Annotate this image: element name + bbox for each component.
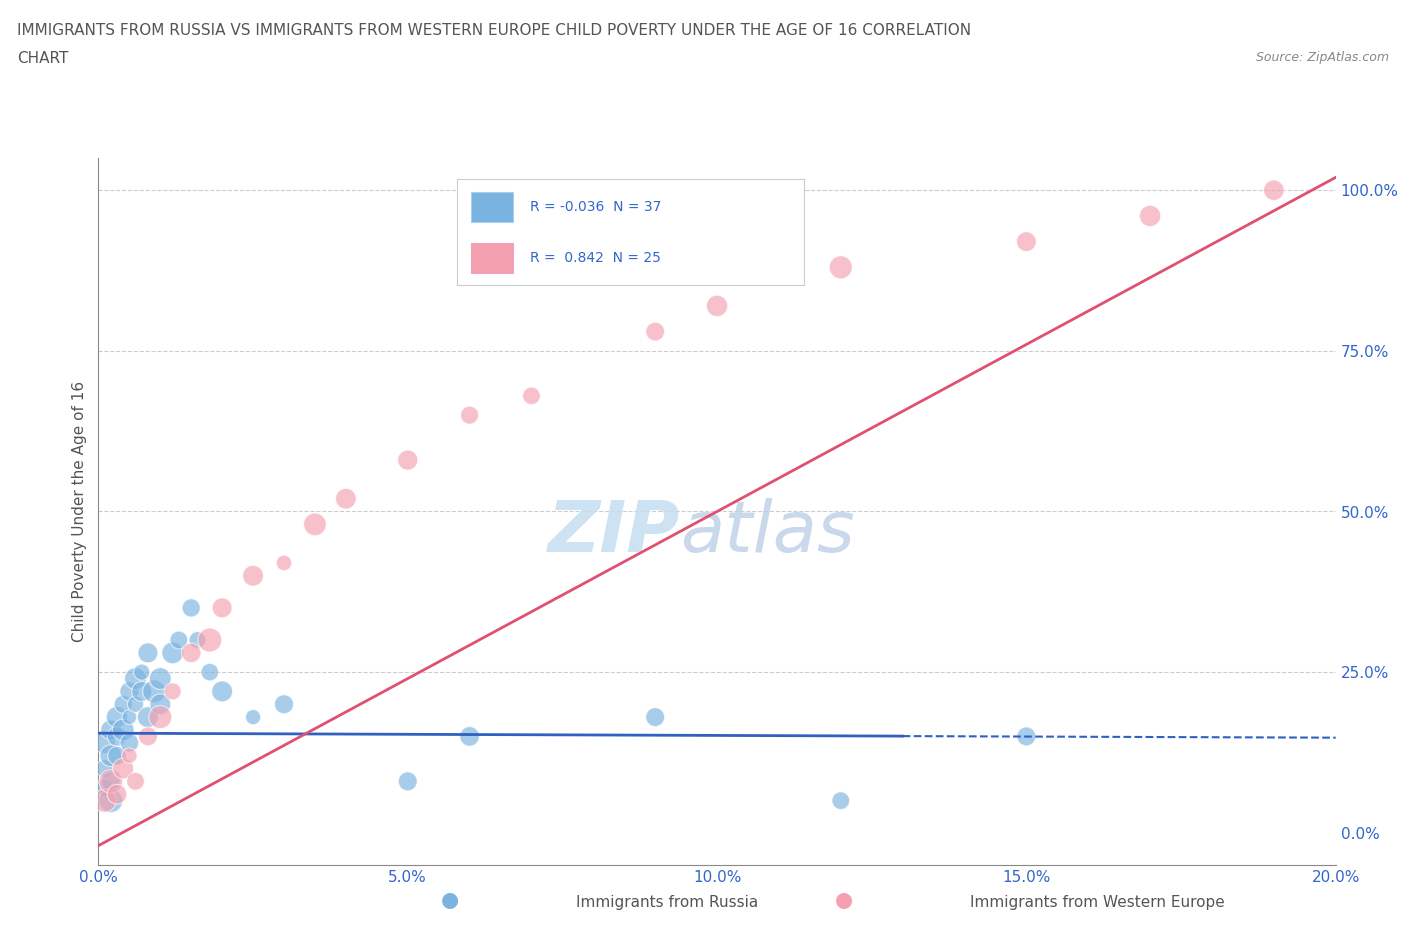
Point <box>830 793 852 808</box>
Point <box>93 780 115 795</box>
Point <box>118 749 141 764</box>
Point <box>644 325 666 339</box>
Point <box>1015 234 1038 249</box>
Point <box>105 710 128 724</box>
Point <box>211 601 233 616</box>
Point <box>105 749 128 764</box>
Point <box>273 697 295 711</box>
Point <box>118 710 141 724</box>
Point <box>149 671 172 686</box>
Point <box>124 697 146 711</box>
Point <box>112 697 135 711</box>
Text: Immigrants from Russia: Immigrants from Russia <box>576 895 759 910</box>
Point <box>273 555 295 570</box>
Point <box>118 684 141 698</box>
Point <box>520 389 543 404</box>
Point <box>304 517 326 532</box>
Point <box>242 568 264 583</box>
Point <box>198 632 221 647</box>
Point <box>830 259 852 274</box>
Point <box>396 774 419 789</box>
Text: Source: ZipAtlas.com: Source: ZipAtlas.com <box>1256 51 1389 64</box>
Point <box>100 749 122 764</box>
Point <box>136 710 159 724</box>
Text: Immigrants from Western Europe: Immigrants from Western Europe <box>970 895 1225 910</box>
Point <box>162 645 184 660</box>
Y-axis label: Child Poverty Under the Age of 16: Child Poverty Under the Age of 16 <box>72 381 87 642</box>
Text: ZIP: ZIP <box>548 498 681 567</box>
Point <box>458 729 481 744</box>
Text: ●: ● <box>441 889 458 910</box>
Point <box>149 710 172 724</box>
Point <box>131 684 153 698</box>
Point <box>180 645 202 660</box>
Point <box>124 774 146 789</box>
Point <box>112 723 135 737</box>
Point <box>100 723 122 737</box>
Point <box>124 671 146 686</box>
Point <box>162 684 184 698</box>
Text: ●: ● <box>835 889 852 910</box>
Point <box>105 729 128 744</box>
Point <box>1263 183 1285 198</box>
Point <box>136 645 159 660</box>
Point <box>335 491 357 506</box>
Point <box>198 665 221 680</box>
Point <box>1139 208 1161 223</box>
Point <box>100 774 122 789</box>
Point <box>706 299 728 313</box>
Point <box>167 632 190 647</box>
Point <box>100 793 122 808</box>
Point <box>112 761 135 776</box>
Point <box>211 684 233 698</box>
Point <box>118 736 141 751</box>
Text: IMMIGRANTS FROM RUSSIA VS IMMIGRANTS FROM WESTERN EUROPE CHILD POVERTY UNDER THE: IMMIGRANTS FROM RUSSIA VS IMMIGRANTS FRO… <box>17 23 972 38</box>
Point <box>396 453 419 468</box>
Point <box>93 793 115 808</box>
Point <box>644 710 666 724</box>
Point <box>186 632 208 647</box>
Point <box>131 665 153 680</box>
Point <box>100 774 122 789</box>
Point <box>242 710 264 724</box>
Text: atlas: atlas <box>681 498 855 567</box>
Point <box>93 761 115 776</box>
Point <box>458 407 481 422</box>
Point <box>149 697 172 711</box>
Point <box>143 684 166 698</box>
Text: CHART: CHART <box>17 51 69 66</box>
Point <box>105 787 128 802</box>
Point <box>1015 729 1038 744</box>
Point <box>93 736 115 751</box>
Point <box>136 729 159 744</box>
Point <box>180 601 202 616</box>
